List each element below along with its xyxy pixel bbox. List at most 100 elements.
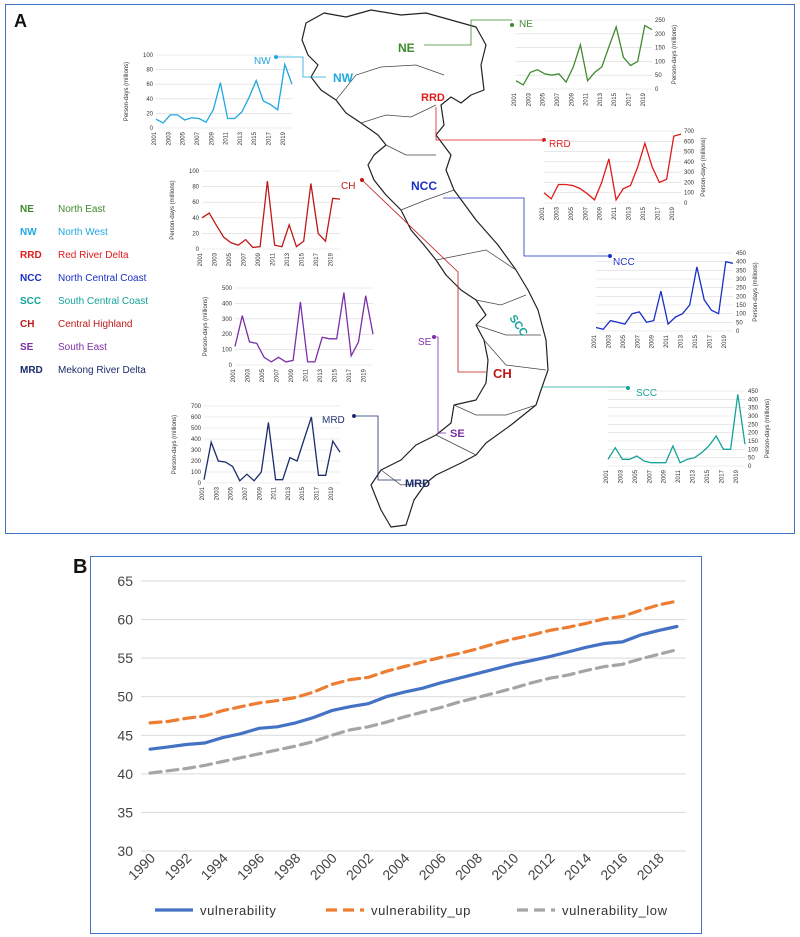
mini-chart-label-mrd: MRD [322,415,345,426]
map-label-se: SE [450,428,465,440]
province-boundary [385,144,436,156]
mini-xtick-label: 2017 [267,131,273,145]
mini-chart-label-rrd: RRD [549,139,571,150]
mini-ytick-label: 0 [684,201,688,207]
map-label-ch: CH [493,366,512,381]
mini-xtick-label: 2013 [679,334,685,348]
mini-xtick-label: 2013 [286,486,292,500]
mini-series-line-nw [155,61,293,124]
mini-xtick-label: 2007 [583,206,589,220]
connector-dot-ch [360,178,364,182]
mini-xtick-label: 2001 [604,469,610,483]
connector-dot-ne [510,23,514,27]
mini-xtick-label: 2013 [318,368,324,382]
mini-xtick-label: 2005 [229,486,235,500]
mini-ytick-label: 40 [192,216,199,222]
mini-ytick-label: 80 [192,185,199,191]
legend-label-vulnerability-low: vulnerability_low [562,903,668,918]
legend-name-mrd: Mekong River Delta [58,365,146,376]
mini-ytick-label: 300 [684,170,695,176]
mini-xtick-label: 2009 [256,252,262,266]
legend-name-ch: Central Highland [58,319,133,330]
connector-nw [276,56,326,78]
province-boundary [435,434,477,456]
mini-xtick-label: 2003 [246,368,252,382]
mini-xtick-label: 2017 [707,334,713,348]
mini-ytick-label: 150 [655,46,666,52]
mini-xtick-label: 2011 [272,486,278,500]
mini-xtick-label: 2015 [252,131,258,145]
xtick-label: 2000 [307,850,340,883]
mini-ytick-label: 400 [748,397,759,403]
mini-xtick-label: 2011 [664,334,670,348]
ytick-label: 50 [117,689,133,705]
mini-ytick-label: 600 [191,415,202,421]
mini-chart-rrd: RRD 0 100 200 300 400 500 600 700 2001 2003 2005 200… [540,129,707,220]
legend-code-nw: NW [20,227,37,238]
connector-dot-ncc [608,254,612,258]
mini-ytick-label: 300 [191,448,202,454]
mini-xtick-label: 2003 [554,206,560,220]
ytick-label: 40 [117,766,133,782]
mini-xtick-label: 2005 [621,334,627,348]
map-label-rrd: RRD [421,92,445,104]
ytick-label: 45 [117,727,133,743]
mini-chart-scc: SCC 0 50 100 150 200 250 300 350 400 450 2001 2003 20… [604,388,771,483]
mini-ytick-label: 700 [684,129,695,135]
mini-xtick-label: 2013 [238,131,244,145]
mini-xtick-label: 2013 [691,469,697,483]
mini-ytick-label: 450 [748,389,759,395]
mini-xtick-label: 2001 [512,92,518,106]
mini-ytick-label: 0 [748,464,752,470]
mini-xtick-label: 2007 [635,334,641,348]
mini-ytick-label: 100 [655,59,666,65]
mini-chart-label-se: SE [418,337,432,348]
mini-series-line-ne [515,24,653,86]
mini-xtick-label: 2007 [555,92,561,106]
mini-xtick-label: 2015 [705,469,711,483]
mini-ytick-label: 50 [736,320,743,326]
mini-ytick-label: 500 [222,286,233,292]
mini-chart-label-nw: NW [254,56,271,67]
mini-xtick-label: 2017 [655,206,661,220]
mini-xtick-label: 2003 [213,252,219,266]
mini-xtick-label: 2003 [166,131,172,145]
mini-series-line-rrd [543,133,682,202]
series-line-vulnerability-up [148,599,679,725]
ytick-label: 55 [117,650,133,666]
mini-xtick-label: 2007 [195,131,201,145]
mini-chart-label-ch: CH [341,181,355,192]
mini-ytick-label: 200 [748,431,759,437]
mini-ytick-label: 300 [748,414,759,420]
mini-xtick-label: 2015 [641,206,647,220]
mini-xtick-label: 2007 [243,486,249,500]
mini-chart-ncc: NCC 0 50 100 150 200 250 300 350 400 450 2001 2003 20… [592,251,759,348]
mini-ytick-label: 500 [684,150,695,156]
map-label-mrd: MRD [405,478,430,490]
mini-xtick-label: 2005 [227,252,233,266]
connector-dot-se [432,335,436,339]
mini-ytick-label: 500 [191,426,202,432]
connector-ncc [443,197,610,257]
xtick-label: 2014 [561,850,594,883]
panel-a-label: A [14,11,27,31]
mini-xtick-label: 2019 [362,368,368,382]
mini-xtick-label: 2015 [612,92,618,106]
mini-ytick-label: 0 [150,126,154,132]
mini-chart-nw: NW 0 20 40 60 80 100 2001 2003 2005 2007 2009 2011 20… [124,53,293,145]
mini-xtick-label: 2001 [540,206,546,220]
connector-dot-nw [274,55,278,59]
mini-chart-ne: NE 0 50 100 150 200 250 2001 2003 2005 2007 2009 201… [512,18,678,106]
legend-name-ne: North East [58,204,105,215]
legend-code-se: SE [20,342,34,353]
mini-ytick-label: 250 [736,286,747,292]
mini-series-line-ch [201,181,341,249]
mini-xtick-label: 2011 [224,131,230,145]
mini-xtick-label: 2007 [242,252,248,266]
mini-xtick-label: 2019 [670,206,676,220]
mini-ytick-label: 400 [684,160,695,166]
legend-name-ncc: North Central Coast [58,273,147,284]
legend-code-ne: NE [20,204,34,215]
mini-ylabel: Person-days (millions) [701,137,707,196]
